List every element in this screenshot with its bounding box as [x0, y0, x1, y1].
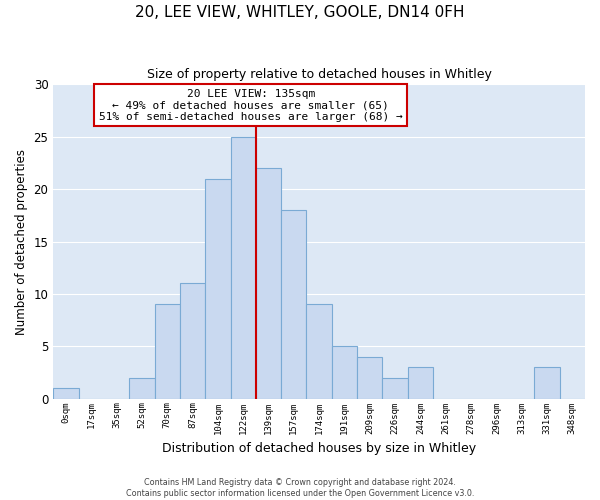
Bar	[382, 378, 408, 398]
Bar	[357, 356, 382, 399]
Text: Contains HM Land Registry data © Crown copyright and database right 2024.
Contai: Contains HM Land Registry data © Crown c…	[126, 478, 474, 498]
Bar	[408, 367, 433, 398]
Bar	[535, 367, 560, 398]
Text: 20, LEE VIEW, WHITLEY, GOOLE, DN14 0FH: 20, LEE VIEW, WHITLEY, GOOLE, DN14 0FH	[135, 5, 465, 20]
Bar	[129, 378, 155, 398]
Bar	[53, 388, 79, 398]
Y-axis label: Number of detached properties: Number of detached properties	[15, 148, 28, 334]
Bar	[281, 210, 307, 398]
Bar	[155, 304, 180, 398]
Bar	[332, 346, 357, 399]
Bar	[256, 168, 281, 398]
X-axis label: Distribution of detached houses by size in Whitley: Distribution of detached houses by size …	[162, 442, 476, 455]
Bar	[180, 284, 205, 399]
Text: 20 LEE VIEW: 135sqm
← 49% of detached houses are smaller (65)
51% of semi-detach: 20 LEE VIEW: 135sqm ← 49% of detached ho…	[99, 88, 403, 122]
Bar	[230, 137, 256, 398]
Bar	[307, 304, 332, 398]
Bar	[205, 178, 230, 398]
Title: Size of property relative to detached houses in Whitley: Size of property relative to detached ho…	[147, 68, 491, 80]
